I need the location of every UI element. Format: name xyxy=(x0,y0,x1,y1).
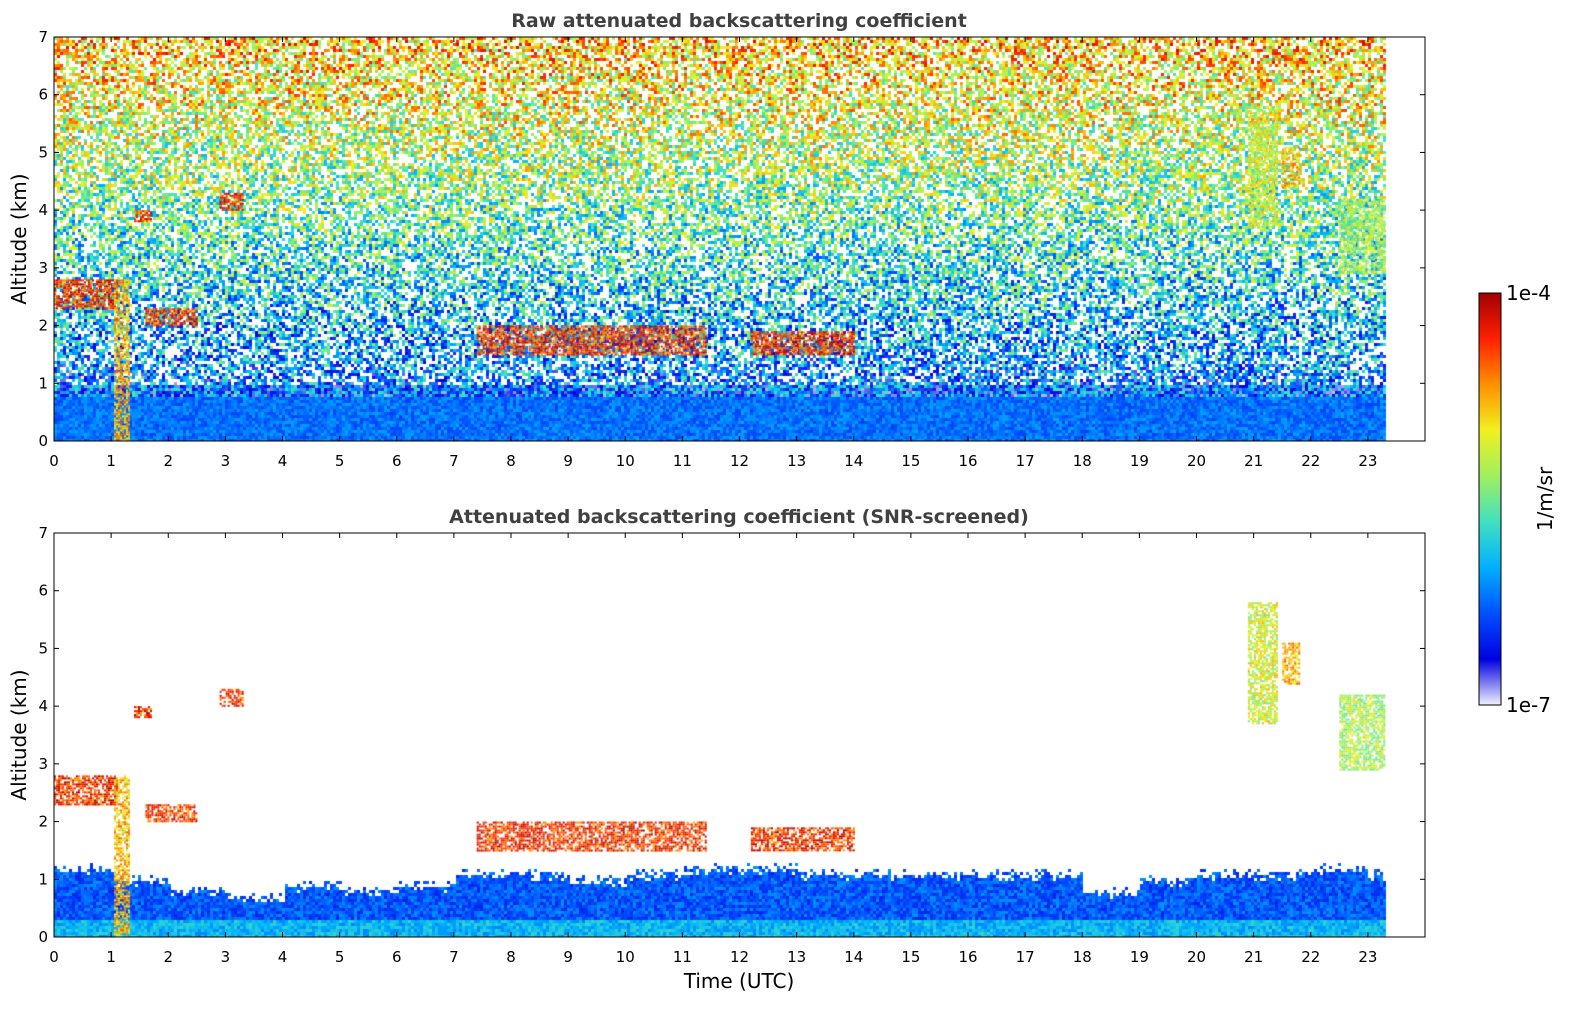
x-tick-label: 0 xyxy=(49,452,59,470)
x-tick-label: 11 xyxy=(673,452,692,470)
x-tick-label: 1 xyxy=(106,948,116,966)
x-tick-label: 5 xyxy=(335,948,345,966)
x-tick-label: 23 xyxy=(1358,948,1377,966)
raw-y-axis-label: Altitude (km) xyxy=(7,173,31,304)
y-tick-label: 2 xyxy=(38,813,48,831)
y-tick-label: 7 xyxy=(38,524,48,542)
x-tick-label: 8 xyxy=(506,948,516,966)
panel-screened: Attenuated backscattering coefficient (S… xyxy=(7,506,1426,993)
x-tick-label: 12 xyxy=(730,948,749,966)
x-tick-label: 10 xyxy=(616,948,635,966)
x-tick-label: 2 xyxy=(163,948,173,966)
x-tick-label: 1 xyxy=(106,452,116,470)
x-tick-label: 5 xyxy=(335,452,345,470)
x-tick-label: 6 xyxy=(392,452,402,470)
x-tick-label: 14 xyxy=(844,452,863,470)
x-tick-label: 17 xyxy=(1016,452,1035,470)
y-tick-label: 6 xyxy=(38,582,48,600)
panel-screened-title: Attenuated backscattering coefficient (S… xyxy=(449,506,1029,528)
x-tick-label: 20 xyxy=(1187,452,1206,470)
x-tick-label: 6 xyxy=(392,948,402,966)
screened-y-ticks: 0 1 2 3 4 5 6 7 xyxy=(38,524,1425,946)
x-tick-label: 21 xyxy=(1244,452,1263,470)
x-tick-label: 19 xyxy=(1130,948,1149,966)
x-tick-label: 11 xyxy=(673,948,692,966)
x-tick-label: 14 xyxy=(844,948,863,966)
colorbar-unit-label: 1/m/sr xyxy=(1533,466,1557,531)
screened-heatmap xyxy=(54,533,1425,937)
raw-x-ticks: 0 1 2 3 4 5 6 7 8 9 10 11 12 13 14 15 16 17 18 19 20 21 22 23 xyxy=(49,37,1377,470)
colorbar-gradient xyxy=(1478,292,1502,706)
x-tick-label: 15 xyxy=(901,948,920,966)
x-axis-label: Time (UTC) xyxy=(683,969,795,993)
raw-y-ticks: 0 1 2 3 4 5 6 7 xyxy=(38,28,1425,450)
x-tick-label: 19 xyxy=(1130,452,1149,470)
x-tick-label: 12 xyxy=(730,452,749,470)
x-tick-label: 0 xyxy=(49,948,59,966)
heatmap-raster xyxy=(54,37,1425,441)
y-tick-label: 6 xyxy=(38,86,48,104)
x-tick-label: 21 xyxy=(1244,948,1263,966)
raw-heatmap xyxy=(54,37,1425,441)
x-tick-label: 4 xyxy=(278,452,288,470)
colorbar-min-label: 1e-7 xyxy=(1506,693,1551,717)
x-tick-label: 16 xyxy=(958,948,977,966)
x-tick-label: 9 xyxy=(563,452,573,470)
y-tick-label: 4 xyxy=(38,697,48,715)
x-tick-label: 18 xyxy=(1073,948,1092,966)
x-tick-label: 15 xyxy=(901,452,920,470)
x-tick-label: 22 xyxy=(1301,948,1320,966)
x-tick-label: 17 xyxy=(1016,948,1035,966)
x-tick-label: 10 xyxy=(616,452,635,470)
y-tick-label: 2 xyxy=(38,317,48,335)
screened-x-ticks: 0 1 2 3 4 5 6 7 8 9 10 11 12 13 14 15 16 17 18 19 20 21 22 23 xyxy=(49,533,1377,966)
x-tick-label: 3 xyxy=(221,948,231,966)
y-tick-label: 1 xyxy=(38,870,48,888)
x-tick-label: 3 xyxy=(221,452,231,470)
y-tick-label: 0 xyxy=(38,432,48,450)
x-tick-label: 8 xyxy=(506,452,516,470)
y-tick-label: 5 xyxy=(38,143,48,161)
x-tick-label: 23 xyxy=(1358,452,1377,470)
x-tick-label: 16 xyxy=(958,452,977,470)
x-tick-label: 13 xyxy=(787,452,806,470)
x-tick-label: 7 xyxy=(449,948,459,966)
y-tick-label: 4 xyxy=(38,201,48,219)
x-tick-label: 4 xyxy=(278,948,288,966)
x-tick-label: 22 xyxy=(1301,452,1320,470)
colorbar: 1e-4 1e-7 1/m/sr xyxy=(1478,281,1557,717)
x-tick-label: 13 xyxy=(787,948,806,966)
x-tick-label: 7 xyxy=(449,452,459,470)
y-tick-label: 3 xyxy=(38,755,48,773)
panel-raw: Raw attenuated backscattering coefficien… xyxy=(7,10,1426,470)
y-tick-label: 5 xyxy=(38,639,48,657)
panel-raw-title: Raw attenuated backscattering coefficien… xyxy=(511,10,967,32)
colorbar-max-label: 1e-4 xyxy=(1506,281,1551,305)
y-tick-label: 7 xyxy=(38,28,48,46)
y-tick-label: 1 xyxy=(38,374,48,392)
screened-y-axis-label: Altitude (km) xyxy=(7,669,31,800)
x-tick-label: 9 xyxy=(563,948,573,966)
y-tick-label: 3 xyxy=(38,259,48,277)
heatmap-raster xyxy=(54,533,1425,937)
x-tick-label: 2 xyxy=(163,452,173,470)
x-tick-label: 18 xyxy=(1073,452,1092,470)
y-tick-label: 0 xyxy=(38,928,48,946)
x-tick-label: 20 xyxy=(1187,948,1206,966)
